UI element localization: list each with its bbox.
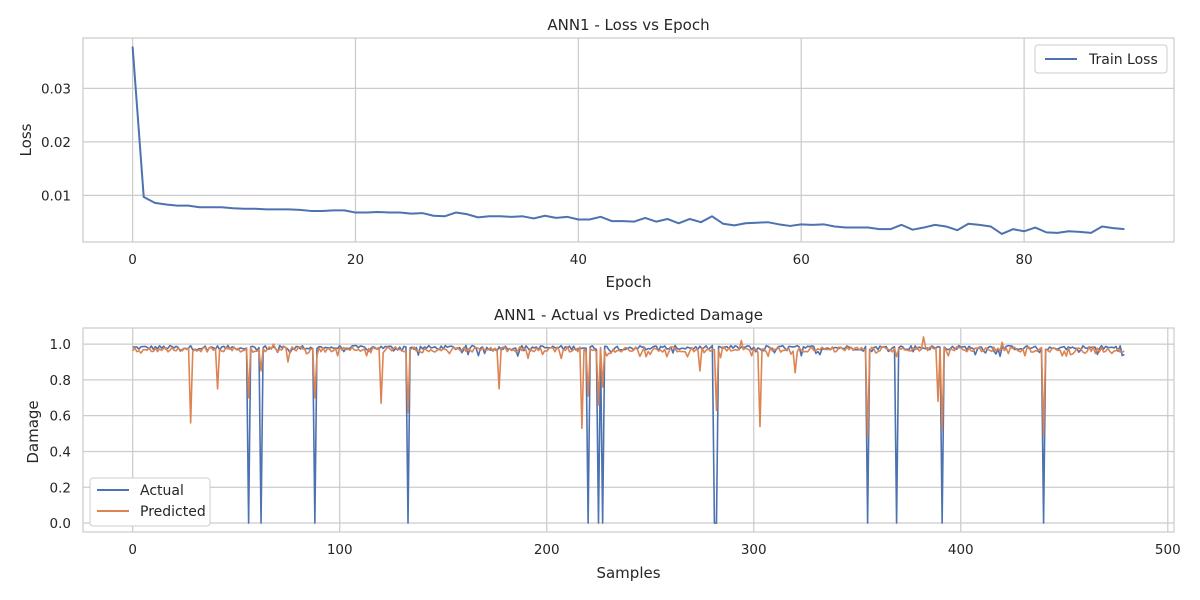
- damage-y-tick-label: 1.0: [50, 337, 71, 353]
- loss-legend: Train Loss: [1034, 44, 1168, 74]
- damage-x-tick-label: 0: [128, 542, 137, 558]
- loss-chart-title: ANN1 - Loss vs Epoch: [547, 16, 709, 34]
- damage-y-tick-label: 0.0: [50, 516, 71, 532]
- loss-legend-label: Train Loss: [1088, 52, 1158, 68]
- damage-x-tick-label: 100: [327, 542, 353, 558]
- damage-y-axis-label: Damage: [24, 400, 42, 463]
- damage-x-axis-label: Samples: [596, 564, 660, 582]
- loss-x-axis-label: Epoch: [606, 273, 652, 291]
- damage-x-tick-label: 500: [1155, 542, 1181, 558]
- damage-y-tick-label: 0.8: [50, 373, 71, 389]
- damage-x-ticks: 0 100 200 300 400 500: [128, 542, 1180, 558]
- damage-y-tick-label: 0.2: [50, 480, 71, 496]
- loss-x-ticks: 0 20 40 60 80: [128, 252, 1032, 268]
- damage-legend: Actual Predicted: [89, 477, 211, 527]
- damage-plot-frame: [82, 327, 1175, 533]
- predicted-damage-line: [132, 336, 1125, 438]
- damage-y-tick-label: 0.6: [50, 409, 71, 425]
- loss-x-tick-label: 60: [793, 252, 810, 268]
- loss-y-tick-label: 0.01: [41, 188, 71, 204]
- loss-y-axis-label: Loss: [17, 123, 35, 156]
- loss-chart: 0 20 40 60 80 0.01 0.02 0.03 ANN1 - Loss vs Ep…: [17, 16, 1175, 291]
- damage-x-tick-label: 300: [741, 542, 767, 558]
- damage-x-tick-label: 400: [948, 542, 974, 558]
- damage-legend-label-actual: Actual: [140, 483, 184, 499]
- loss-y-tick-label: 0.02: [41, 135, 71, 151]
- damage-chart-title: ANN1 - Actual vs Predicted Damage: [494, 306, 763, 324]
- damage-gridlines: [83, 328, 1174, 532]
- damage-y-ticks: 0.0 0.2 0.4 0.6 0.8 1.0: [50, 337, 71, 532]
- train-loss-line: [131, 46, 1125, 235]
- damage-legend-label-predicted: Predicted: [140, 504, 206, 520]
- loss-gridlines: [83, 38, 1174, 242]
- loss-legend-box: [1034, 44, 1168, 74]
- loss-plot-frame: [82, 37, 1175, 243]
- loss-y-tick-label: 0.03: [41, 81, 71, 97]
- damage-x-tick-label: 200: [534, 542, 560, 558]
- loss-x-tick-label: 40: [570, 252, 587, 268]
- loss-series: [131, 46, 1125, 235]
- damage-chart: 0 100 200 300 400 500 0.0 0.2 0.4 0.6 0.8 1.0 ANN1…: [24, 306, 1181, 582]
- actual-damage-line: [132, 344, 1125, 524]
- loss-x-tick-label: 20: [347, 252, 364, 268]
- damage-y-tick-label: 0.4: [50, 444, 71, 460]
- loss-x-tick-label: 80: [1016, 252, 1033, 268]
- loss-y-ticks: 0.01 0.02 0.03: [41, 81, 71, 204]
- loss-x-tick-label: 0: [128, 252, 137, 268]
- damage-series: [132, 336, 1125, 524]
